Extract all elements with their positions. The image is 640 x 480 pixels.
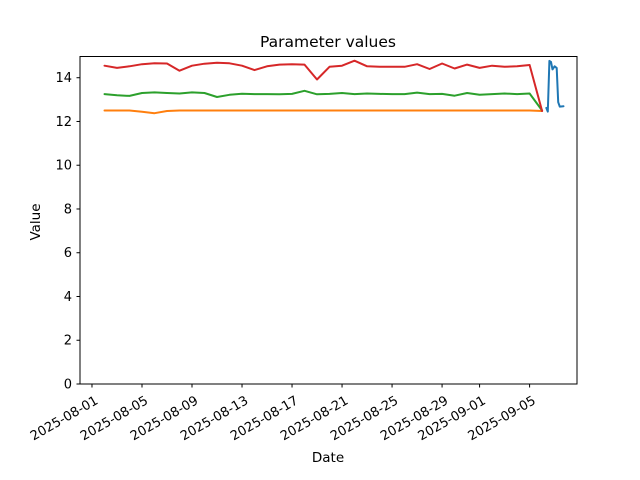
- y-tick-label: 6: [64, 246, 72, 261]
- series-orange-line: [103, 109, 544, 115]
- series-red-line: [103, 59, 544, 112]
- y-tick-label: 0: [64, 378, 72, 393]
- chart-title: Parameter values: [260, 33, 396, 51]
- y-tick-label: 2: [64, 334, 72, 349]
- series-blue-line: [545, 59, 565, 113]
- x-axis-label: Date: [312, 450, 344, 466]
- y-tick-label: 10: [55, 159, 72, 174]
- y-axis-label: Value: [28, 203, 44, 240]
- y-tick-label: 14: [55, 71, 72, 86]
- plot-border: [79, 56, 578, 385]
- y-tick-label: 12: [55, 115, 72, 130]
- y-tick-label: 8: [64, 202, 72, 217]
- series-green-line: [103, 89, 544, 112]
- y-tick-label: 4: [64, 290, 72, 305]
- plot-area: 2025-08-012025-08-052025-08-092025-08-13…: [28, 56, 578, 444]
